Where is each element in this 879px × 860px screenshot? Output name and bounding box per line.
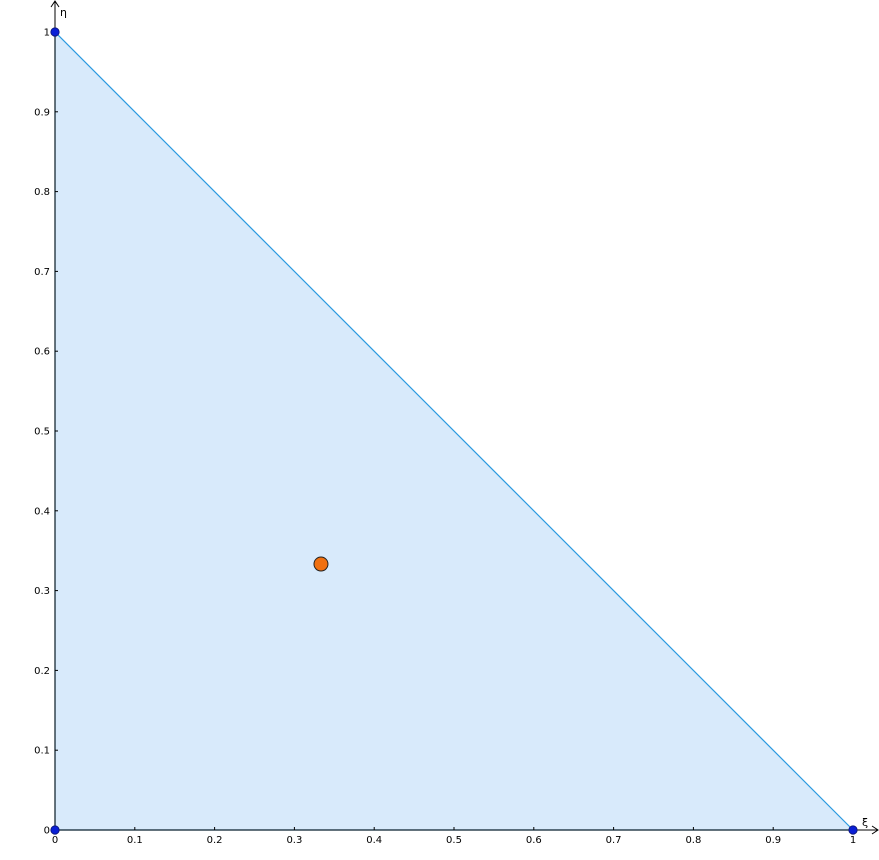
x-tick-label: 0.8 bbox=[685, 835, 701, 846]
y-tick-label: 0.4 bbox=[34, 506, 50, 517]
y-tick-label: 0.7 bbox=[34, 267, 50, 278]
y-axis-arrow bbox=[50, 0, 60, 8]
x-tick-label: 0.1 bbox=[127, 835, 143, 846]
y-tick-label: 0.3 bbox=[34, 586, 50, 597]
vertex-point bbox=[50, 825, 60, 835]
y-tick-label: 0.9 bbox=[34, 107, 50, 118]
centroid-point bbox=[313, 556, 329, 572]
x-tick-label: 0.6 bbox=[526, 835, 542, 846]
x-tick-label: 0.5 bbox=[446, 835, 462, 846]
vertex-point bbox=[848, 825, 858, 835]
y-tick-label: 0.6 bbox=[34, 347, 50, 358]
x-tick-label: 0.7 bbox=[606, 835, 622, 846]
triangle-region bbox=[54, 30, 855, 831]
x-axis-label: ξ bbox=[862, 816, 868, 829]
x-tick-label: 0.4 bbox=[366, 835, 382, 846]
x-tick-label: 1 bbox=[850, 835, 856, 846]
x-tick-label: 0.2 bbox=[207, 835, 223, 846]
y-tick-label: 1 bbox=[44, 28, 50, 39]
x-tick-label: 0.9 bbox=[765, 835, 781, 846]
x-axis-arrow bbox=[871, 825, 879, 835]
y-tick-label: 0.1 bbox=[34, 746, 50, 757]
x-tick-label: 0.3 bbox=[286, 835, 302, 846]
y-tick-label: 0.5 bbox=[34, 427, 50, 438]
y-tick-label: 0.8 bbox=[34, 187, 50, 198]
x-tick-label: 0 bbox=[52, 835, 58, 846]
y-tick-label: 0.2 bbox=[34, 666, 50, 677]
y-axis-label: η bbox=[60, 6, 67, 19]
y-tick-label: 0 bbox=[44, 826, 50, 837]
vertex-point bbox=[50, 27, 60, 37]
